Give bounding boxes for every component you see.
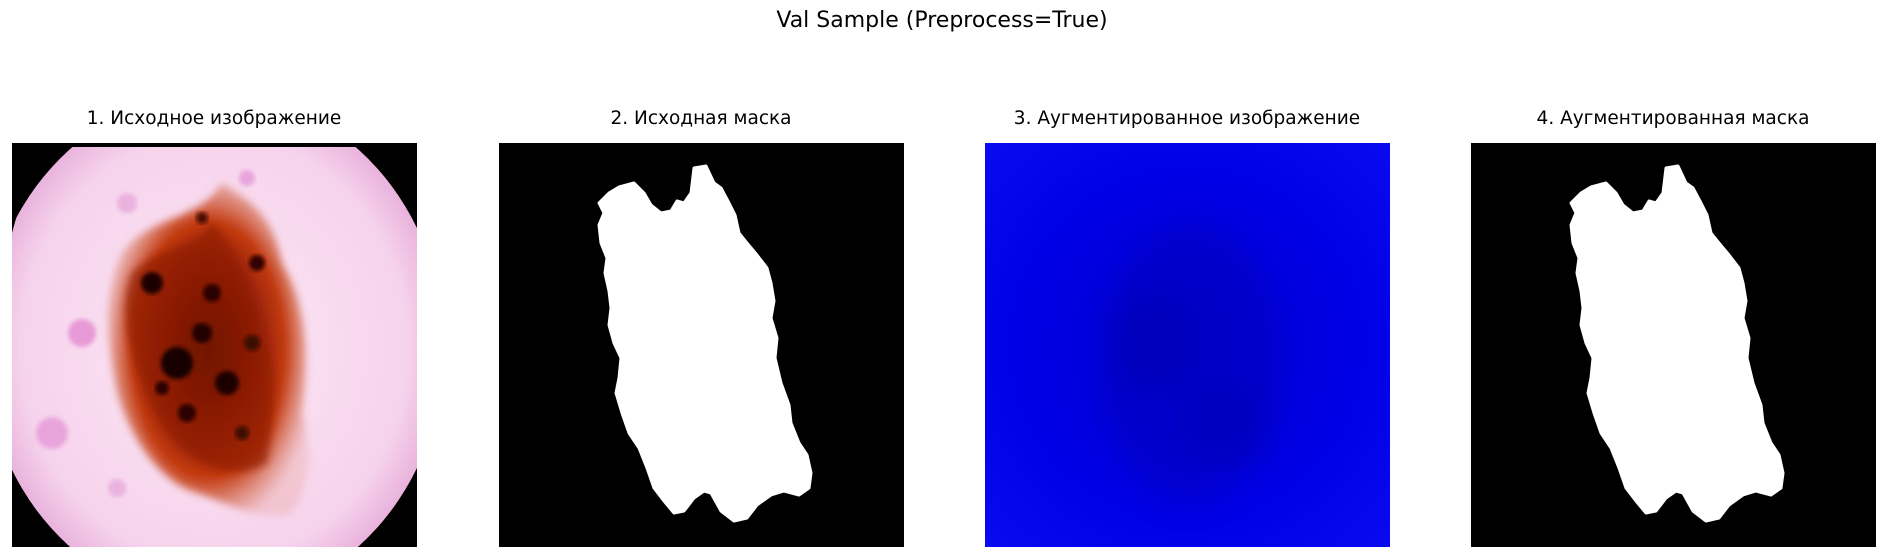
original-mask bbox=[499, 143, 904, 547]
figure-title: Val Sample (Preprocess=True) bbox=[776, 8, 1108, 33]
original-image-graphic bbox=[12, 143, 417, 547]
panel-1-title: 1. Исходное изображение bbox=[86, 108, 342, 129]
original-mask-graphic bbox=[499, 143, 904, 547]
panel-2-title: 2. Исходная маска bbox=[610, 108, 792, 129]
augmented-mask bbox=[1471, 143, 1876, 547]
panel-4-title: 4. Аугментированная маска bbox=[1536, 108, 1810, 129]
augmented-image-graphic bbox=[985, 143, 1390, 547]
original-image bbox=[12, 143, 417, 547]
augmented-mask-graphic bbox=[1471, 143, 1876, 547]
panel-3-title: 3. Аугментированное изображение bbox=[1013, 108, 1361, 129]
augmented-image bbox=[985, 143, 1390, 547]
